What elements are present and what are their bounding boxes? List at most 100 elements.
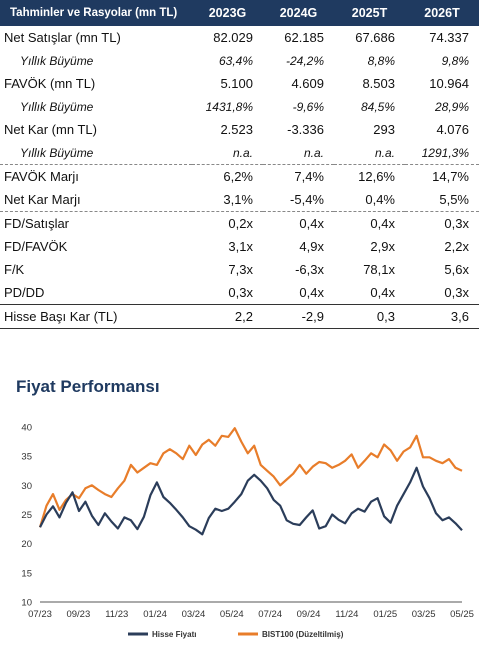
table-row: Yıllık Büyüme 1431,8% -9,6% 84,5% 28,9% [0,95,479,118]
row-value: 5,5% [439,192,469,207]
header-cell-2025t: 2025T [334,0,405,26]
price-performance-chart: 10 15 20 25 30 35 40 07/23 09/23 11/23 01/24 03/24 0… [21,423,474,640]
x-tick-label: 03/24 [182,609,206,620]
row-value: 0,4x [370,285,395,300]
table-row: FD/Satışlar 0,2x 0,4x 0,4x 0,3x [0,211,479,235]
row-value: 12,6% [334,164,405,188]
row-value: 9,8% [441,53,469,68]
table-header-row: Tahminler ve Rasyolar (mn TL) 2023G 2024… [0,0,479,26]
row-value: 3,1% [223,192,253,207]
row-value: 1431,8% [205,99,253,114]
row-value: 5,6x [444,262,469,277]
row-label: Yıllık Büyüme [20,53,94,68]
y-tick-label: 15 [21,568,32,579]
row-label: F/K [4,262,25,277]
y-tick-label: 40 [21,423,32,434]
row-value: n.a. [232,145,253,160]
legend-label-stock: Hisse Fiyatı [152,630,196,639]
row-value: -5,4% [290,192,324,207]
row-value: 1291,3% [421,145,469,160]
row-value: 62.185 [284,30,324,45]
row-value: -3.336 [287,122,324,137]
row-value: n.a. [303,145,324,160]
y-tick-label: 20 [21,539,32,550]
row-value: 84,5% [360,99,395,114]
legend-label-bist100: BIST100 (Düzeltilmiş) [262,630,344,639]
x-tick-label: 01/24 [143,609,167,620]
row-value: -9,6% [292,99,324,114]
row-value: 3,1x [228,239,253,254]
row-value: 293 [373,122,395,137]
x-tick-label: 07/24 [258,609,282,620]
row-label: FD/Satışlar [0,211,192,235]
table-body: Net Satışlar (mn TL) 82.029 62.185 67.686 74… [0,26,479,329]
row-value: 5.100 [220,76,253,91]
row-value: 0,3 [334,304,405,329]
row-value: 0,3x [444,285,469,300]
row-value: 6,2% [192,164,263,188]
row-label: PD/DD [4,285,45,300]
x-tick-label: 05/25 [450,609,474,620]
row-value: 0,4x [299,285,324,300]
row-value: 2.523 [220,122,253,137]
bist100-line [38,427,463,528]
x-tick-label: 09/24 [297,609,321,620]
row-value: 4,9x [299,239,324,254]
table-row: Net Satışlar (mn TL) 82.029 62.185 67.686 74… [0,26,479,49]
table-row: FD/FAVÖK 3,1x 4,9x 2,9x 2,2x [0,235,479,258]
row-value: 2,2 [192,304,263,329]
row-label: Net Satışlar (mn TL) [4,30,121,45]
row-value: 4.076 [436,122,469,137]
x-tick-label: 03/25 [412,609,436,620]
table-row: FAVÖK Marjı 6,2% 7,4% 12,6% 14,7% [0,164,479,188]
row-label: FAVÖK (mn TL) [4,76,96,91]
row-label: Hisse Başı Kar (TL) [0,304,192,329]
x-tick-label: 05/24 [220,609,244,620]
header-cell-2024g: 2024G [263,0,334,26]
table-row: Net Kar (mn TL) 2.523 -3.336 293 4.076 [0,118,479,141]
forecast-ratios-table: Tahminler ve Rasyolar (mn TL) 2023G 2024… [0,0,479,329]
row-value: -2,9 [263,304,334,329]
header-cell-2023g: 2023G [192,0,263,26]
y-tick-label: 25 [21,510,32,521]
forecast-table-wrapper: Tahminler ve Rasyolar (mn TL) 2023G 2024… [0,0,479,329]
x-tick-label: 01/25 [373,609,397,620]
row-value: 0,4x [263,211,334,235]
row-value: -24,2% [285,53,324,68]
y-tick-label: 30 [21,481,32,492]
table-row: Yıllık Büyüme n.a. n.a. n.a. 1291,3% [0,141,479,165]
table-row: PD/DD 0,3x 0,4x 0,4x 0,3x [0,281,479,305]
row-label: Yıllık Büyüme [20,145,94,160]
row-value: 63,4% [218,53,253,68]
row-value: 7,3x [228,262,253,277]
row-value: -6,3x [295,262,324,277]
row-value: 8,8% [367,53,395,68]
row-label: Net Kar (mn TL) [4,122,97,137]
row-label: FD/FAVÖK [4,239,68,254]
row-value: 82.029 [213,30,253,45]
row-label: FAVÖK Marjı [0,164,192,188]
row-label: Net Kar Marjı [4,192,81,207]
row-value: 0,3x [405,211,479,235]
table-row: Net Kar Marjı 3,1% -5,4% 0,4% 5,5% [0,188,479,212]
table-row: Hisse Başı Kar (TL) 2,2 -2,9 0,3 3,6 [0,304,479,329]
y-tick-label: 35 [21,452,32,463]
row-value: 14,7% [405,164,479,188]
x-tick-label: 11/24 [335,609,358,620]
row-value: 10.964 [429,76,469,91]
row-value: 0,2x [192,211,263,235]
stock-price-line [39,466,463,536]
y-tick-label: 10 [21,598,32,609]
table-row: FAVÖK (mn TL) 5.100 4.609 8.503 10.964 [0,72,479,95]
row-value: 2,2x [444,239,469,254]
row-value: 3,6 [405,304,479,329]
row-value: 67.686 [355,30,395,45]
row-value: 0,3x [228,285,253,300]
chart-title: Fiyat Performansı [16,377,160,396]
row-value: 78,1x [363,262,395,277]
row-value: 28,9% [434,99,469,114]
row-value: 4.609 [291,76,324,91]
header-cell-2026t: 2026T [405,0,479,26]
row-label: Yıllık Büyüme [20,99,94,114]
row-value: 0,4x [334,211,405,235]
